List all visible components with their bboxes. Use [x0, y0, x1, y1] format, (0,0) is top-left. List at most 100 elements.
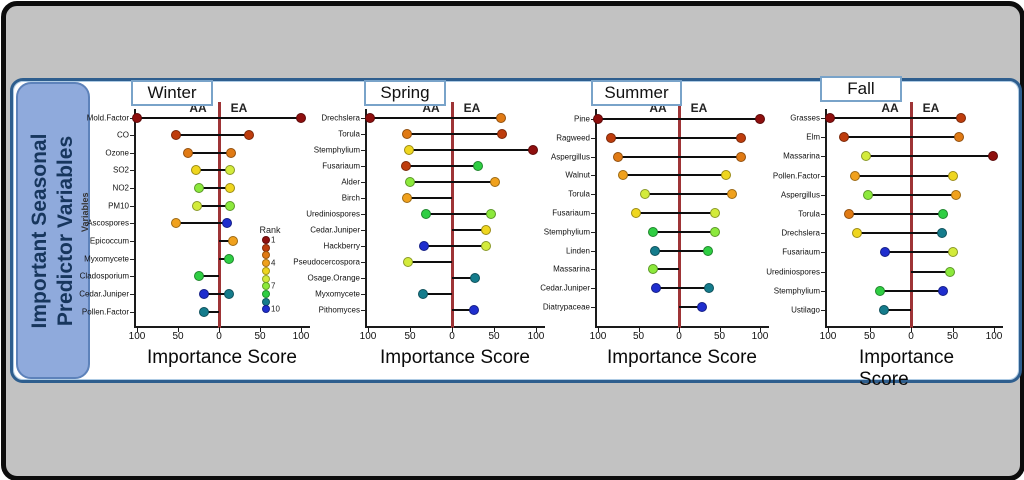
dumbbell-line — [424, 244, 486, 247]
x-tick-label: 50 — [254, 331, 266, 342]
dumbbell-dot-ea — [709, 208, 720, 218]
variable-tick — [591, 194, 595, 196]
x-tick-label: 0 — [676, 331, 682, 342]
variable-label: NO2 — [112, 183, 129, 193]
variable-tick — [361, 229, 365, 231]
x-tick — [869, 327, 871, 332]
variable-tick — [821, 310, 825, 311]
dumbbell-line — [369, 116, 501, 119]
y-axis-spine — [825, 109, 827, 328]
variable-tick — [130, 276, 134, 278]
x-axis-title: Importance Score — [607, 347, 757, 368]
variable-tick — [361, 261, 365, 263]
dumbbell-dot-aa — [824, 113, 835, 123]
dumbbell-dot-ea — [497, 128, 508, 139]
x-axis-title: Importance Score — [380, 347, 530, 368]
variable-tick — [821, 137, 825, 139]
y-axis-spine — [595, 109, 597, 328]
dumbbell-dot-aa — [420, 208, 431, 219]
x-axis-title: Importance Score — [147, 347, 297, 368]
dumbbell-dot-aa — [631, 208, 642, 218]
dumbbell-dot-ea — [473, 160, 484, 171]
variable-label: Fusariaum — [552, 208, 590, 218]
dumbbell-line — [618, 155, 741, 158]
dumbbell-dot-ea — [736, 132, 747, 143]
dumbbell-line — [636, 212, 715, 214]
variable-label: Myxomycete — [315, 289, 360, 298]
figure-title-line1: Important Seasonal — [27, 133, 51, 328]
season-title-summer: Summer — [591, 80, 682, 106]
dumbbell-dot-ea — [950, 189, 961, 200]
variable-label: Myxomycete — [84, 254, 129, 264]
dumbbell-dot-aa — [193, 271, 204, 282]
dumbbell-line — [204, 310, 219, 313]
rank-legend-number: 10 — [271, 304, 280, 314]
x-tick — [494, 327, 495, 332]
dumbbell-line — [598, 118, 760, 120]
y-axis-spine — [365, 109, 367, 328]
x-tick-label: 50 — [863, 331, 876, 342]
dumbbell-dot-ea — [244, 130, 255, 141]
variable-tick — [130, 188, 134, 190]
variable-label: Stemphylium — [543, 227, 590, 237]
x-tick — [719, 327, 721, 332]
dumbbell-dot-aa — [649, 245, 660, 256]
rank-legend-dot — [262, 251, 270, 260]
variable-tick — [361, 213, 365, 215]
variable-tick — [361, 117, 365, 119]
variable-label: Torula — [798, 209, 820, 219]
x-tick-label: 100 — [292, 331, 310, 342]
variable-label: Ozone — [105, 148, 129, 158]
dumbbell-line — [409, 148, 534, 151]
variable-label: Birch — [341, 193, 360, 202]
variable-tick — [130, 205, 134, 207]
variable-label: Ascospores — [87, 218, 129, 228]
rank-legend-dot — [262, 282, 270, 291]
group-label-aa: AA — [881, 101, 899, 115]
dumbbell-dot-ea — [223, 253, 234, 264]
dumbbell-line — [653, 230, 715, 233]
dumbbell-dot-aa — [418, 288, 429, 299]
variable-label: Pollen.Factor — [81, 307, 129, 317]
variable-tick — [821, 252, 825, 254]
x-tick-label: 100 — [985, 331, 1003, 342]
dumbbell-dot-ea — [469, 272, 480, 283]
dumbbell-dot-aa — [852, 228, 863, 239]
dumbbell-dot-aa — [838, 132, 849, 143]
dumbbell-line — [911, 270, 950, 273]
dumbbell-dot-aa — [404, 144, 415, 155]
variable-tick — [130, 258, 134, 260]
x-tick — [679, 327, 680, 332]
x-axis-line — [595, 326, 769, 328]
variable-label: Mold.Factor — [86, 113, 129, 122]
x-tick — [410, 327, 411, 332]
dumbbell-line — [885, 251, 954, 254]
dumbbell-line — [198, 187, 230, 190]
rank-legend-dot — [262, 297, 270, 306]
dumbbell-line — [644, 193, 732, 196]
variable-tick — [591, 231, 595, 233]
figure-title-sidebar: Important Seasonal Predictor Variables — [16, 82, 90, 379]
dumbbell-dot-aa — [650, 283, 661, 294]
variable-label: Cedar.Juniper — [79, 289, 129, 299]
dumbbell-dot-ea — [225, 200, 236, 211]
dumbbell-dot-ea — [726, 189, 737, 200]
dumbbell-dot-aa — [400, 160, 411, 171]
dumbbell-dot-ea — [481, 224, 492, 235]
dumbbell-line — [452, 308, 474, 311]
variable-label: Pollen.Factor — [772, 171, 820, 181]
variable-label: Drechslera — [781, 228, 820, 238]
variable-tick — [130, 170, 134, 172]
dumbbell-line — [883, 309, 911, 311]
variable-tick — [130, 294, 134, 295]
x-tick — [137, 327, 138, 332]
dumbbell-line — [423, 292, 452, 295]
dumbbell-dot-aa — [182, 147, 193, 158]
dumbbell-dot-aa — [849, 170, 860, 181]
x-tick-label: 0 — [449, 331, 455, 342]
variable-tick — [591, 137, 595, 139]
x-tick — [911, 327, 912, 332]
season-title-winter: Winter — [131, 80, 213, 106]
x-tick — [994, 327, 995, 332]
dumbbell-line — [204, 293, 229, 295]
